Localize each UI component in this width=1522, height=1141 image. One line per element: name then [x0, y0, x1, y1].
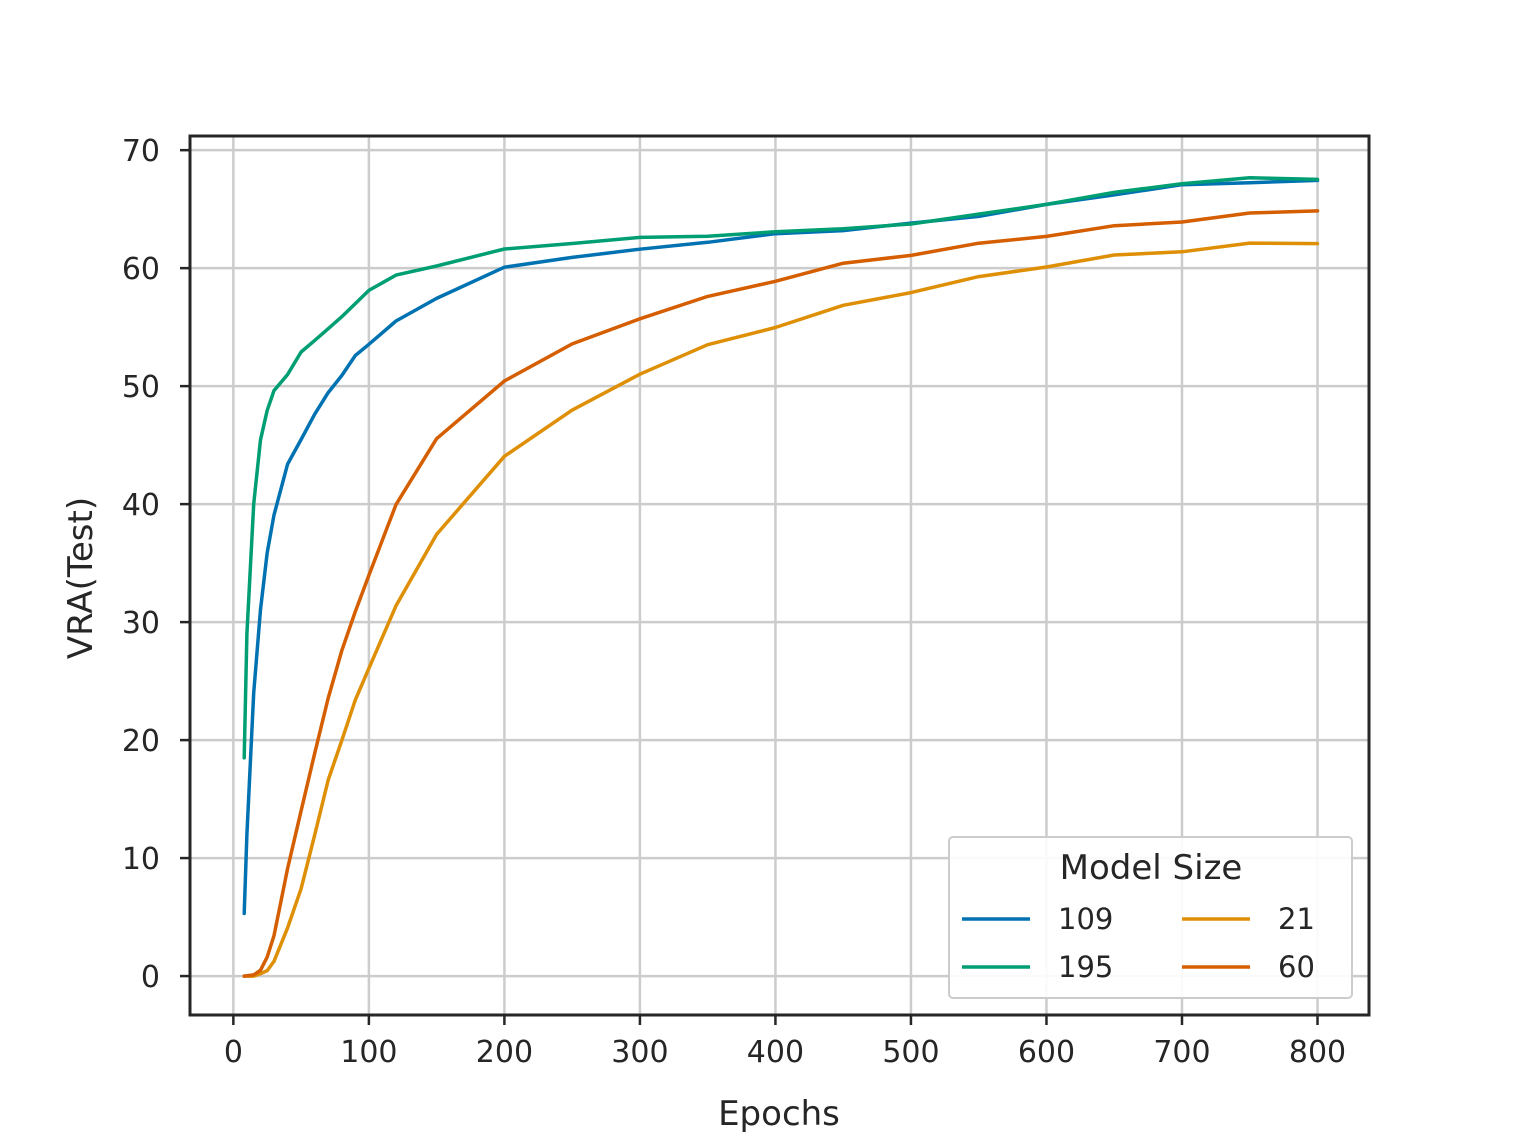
legend-title: Model Size [1060, 848, 1243, 888]
y-tick-label: 50 [122, 370, 160, 405]
y-tick-label: 0 [141, 960, 160, 995]
legend-label-109: 109 [1058, 902, 1113, 936]
series-line-195 [242, 176, 1320, 760]
legend-entries: 109 195 21 60 [962, 902, 1315, 984]
y-tick-label: 40 [122, 488, 160, 523]
x-tick-label: 500 [882, 1035, 939, 1070]
y-tick-label: 20 [122, 724, 160, 759]
x-tick-label: 700 [1153, 1035, 1210, 1070]
y-axis-label: VRA(Test) [61, 497, 101, 659]
legend-label-195: 195 [1058, 950, 1113, 984]
legend-label-21: 21 [1278, 902, 1315, 936]
x-axis-label: Epochs [718, 1094, 840, 1134]
series-line-21 [242, 241, 1320, 978]
legend-box [948, 836, 1353, 999]
axis-ticks: 0 100 200 300 400 500 600 700 800 0 10 20 30 40 50 60 70 [122, 134, 1346, 1070]
x-tick-label: 200 [476, 1035, 533, 1070]
y-tick-label: 70 [122, 134, 160, 169]
series-line-60 [242, 209, 1320, 978]
x-tick-label: 600 [1018, 1035, 1075, 1070]
x-tick-label: 100 [340, 1035, 397, 1070]
plot-frame [188, 134, 1371, 1017]
legend-label-60: 60 [1278, 950, 1315, 984]
y-tick-label: 30 [122, 606, 160, 641]
x-tick-label: 300 [611, 1035, 668, 1070]
x-tick-label: 800 [1289, 1035, 1346, 1070]
y-tick-label: 60 [122, 252, 160, 287]
x-tick-label: 0 [224, 1035, 243, 1070]
legend: Model Size 109 195 21 60 [948, 836, 1353, 999]
y-tick-label: 10 [122, 842, 160, 877]
x-tick-label: 400 [747, 1035, 804, 1070]
series-lines [242, 176, 1320, 978]
